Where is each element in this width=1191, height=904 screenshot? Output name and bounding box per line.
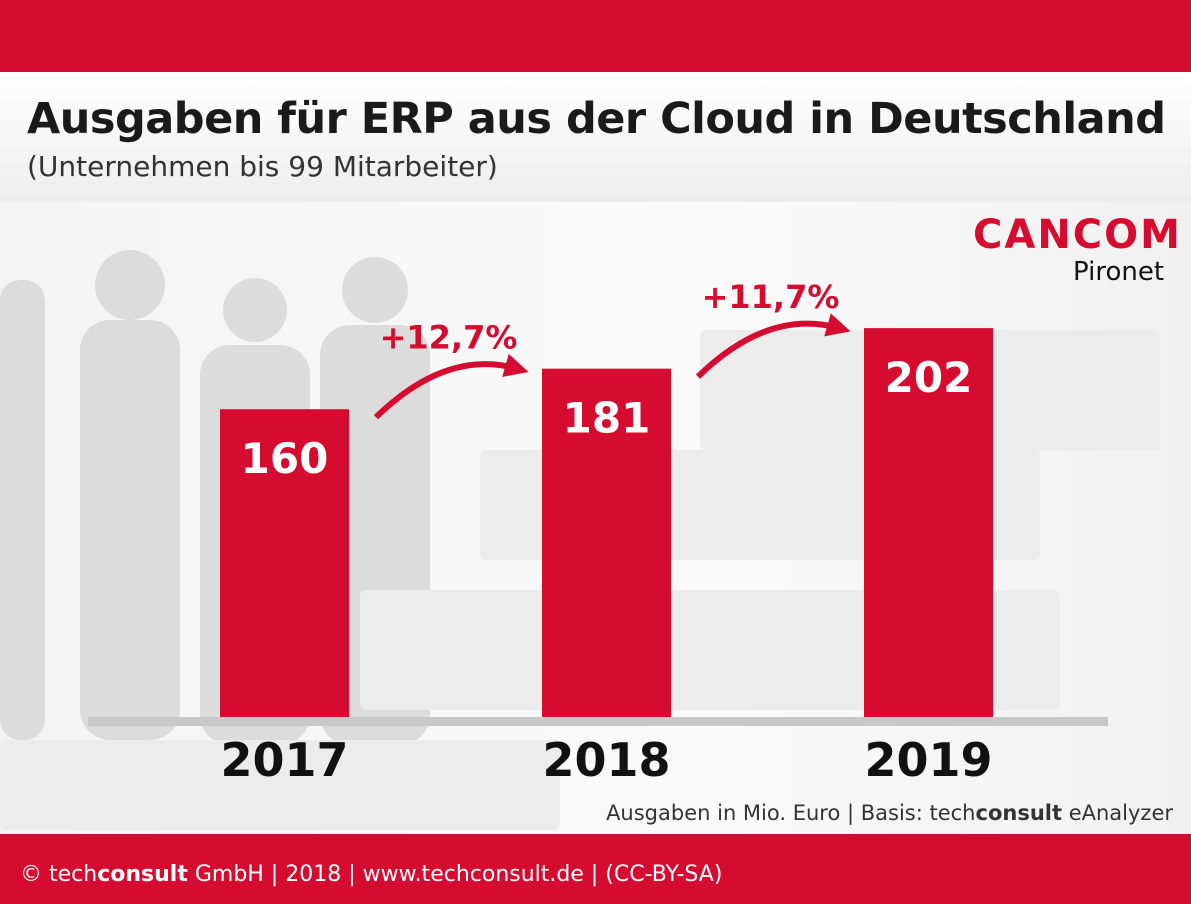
footer: © techconsult GmbH | 2018 | www.techcons… (0, 834, 1191, 904)
footer-prefix: © tech (20, 862, 98, 887)
pironet-logo: Pironet (1073, 257, 1165, 287)
x-tick-label: 2018 (542, 733, 670, 787)
chart-subtitle: (Unternehmen bis 99 Mitarbeiter) (27, 150, 498, 183)
growth-arrow (373, 353, 529, 420)
x-axis-line (88, 717, 1108, 726)
bar-value-label: 202 (885, 353, 973, 402)
x-tick-label: 2019 (864, 733, 992, 787)
bar-2019 (864, 328, 993, 718)
x-tick-label: 2017 (220, 733, 348, 787)
source-note: Ausgaben in Mio. Euro | Basis: techconsu… (606, 801, 1173, 825)
chart-title: Ausgaben für ERP aus der Cloud in Deutsc… (27, 94, 1166, 144)
source-bold: consult (975, 801, 1063, 825)
source-suffix: eAnalyzer (1062, 801, 1173, 825)
bar-value-label: 160 (241, 434, 329, 483)
source-prefix: Ausgaben in Mio. Euro | Basis: tech (606, 801, 976, 825)
bar-value-label: 181 (563, 394, 651, 443)
header (0, 72, 1191, 202)
growth-arrow (695, 313, 851, 379)
cancom-logo: CANCOM (973, 212, 1182, 258)
growth-label: +11,7% (702, 278, 840, 316)
top-bar (0, 0, 1191, 72)
footer-bold: consult (97, 862, 188, 887)
growth-label: +12,7% (380, 319, 518, 357)
bar-2018 (542, 368, 671, 718)
bar-2017 (220, 409, 349, 718)
footer-suffix: GmbH | 2018 | www.techconsult.de | (CC-B… (187, 862, 723, 887)
